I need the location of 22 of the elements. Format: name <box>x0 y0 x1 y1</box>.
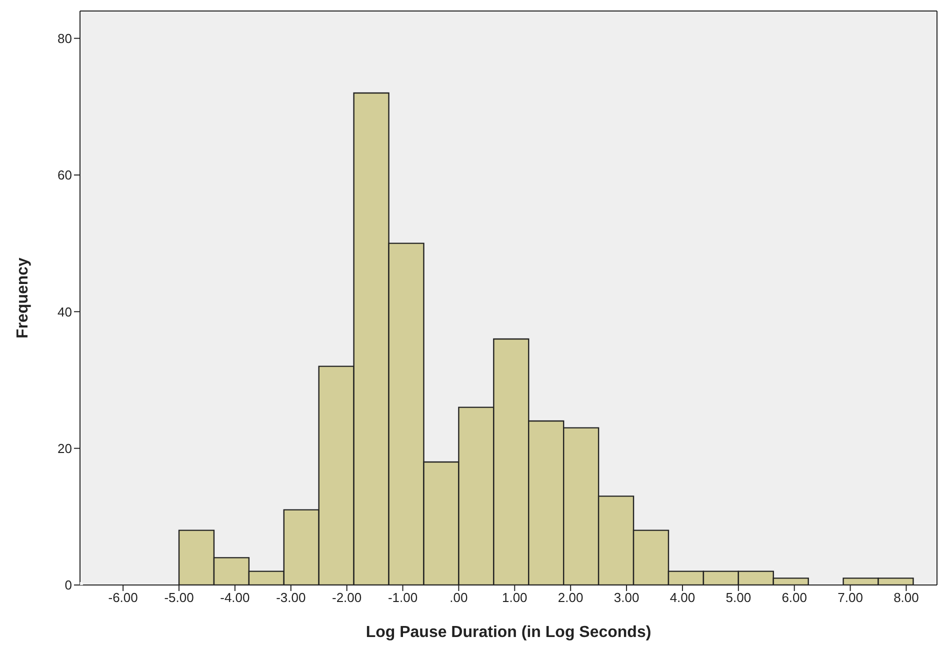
x-tick-label: 7.00 <box>838 590 863 606</box>
x-tick-label: 2.00 <box>558 590 584 606</box>
x-tick-label: .00 <box>450 590 468 606</box>
y-tick-label: 20 <box>58 440 72 456</box>
x-axis-title: Log Pause Duration (in Log Seconds) <box>366 624 652 641</box>
x-tick-label: 6.00 <box>782 590 808 606</box>
x-tick-label: -4.00 <box>220 590 250 606</box>
x-tick-label: -6.00 <box>108 590 138 606</box>
x-tick-label: -3.00 <box>276 590 306 606</box>
x-tick-label: -5.00 <box>164 590 194 606</box>
y-tick-label: 80 <box>58 30 72 46</box>
x-tick-label: 8.00 <box>894 590 919 606</box>
x-tick-label: 4.00 <box>670 590 696 606</box>
y-axis-title: Frequency <box>14 257 32 338</box>
x-tick-label: 5.00 <box>726 590 752 606</box>
y-tick-label: 0 <box>64 578 72 593</box>
y-tick-label: 40 <box>58 304 72 320</box>
y-tick-label: 60 <box>58 168 72 183</box>
x-tick-label: 3.00 <box>614 590 640 606</box>
x-tick-label: 1.00 <box>502 590 528 606</box>
x-tick-label: -1.00 <box>388 590 418 606</box>
x-tick-label: -2.00 <box>332 590 362 606</box>
